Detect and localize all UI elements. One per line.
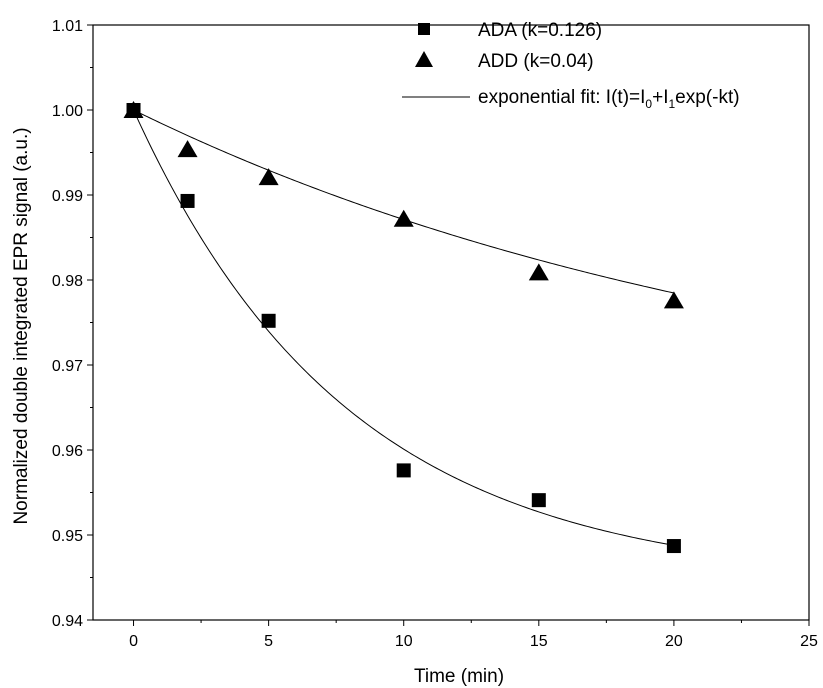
y-tick-label: 0.97 (52, 358, 83, 375)
data-point-add (258, 168, 279, 186)
legend-label-fit: exponential fit: I(t)=I0+I1exp(-kt) (478, 87, 740, 111)
legend-label-add: ADD (k=0.04) (478, 51, 594, 72)
legend-marker-ada (418, 23, 430, 35)
fit-curves (133, 109, 675, 546)
data-point-add (177, 140, 198, 158)
data-point-ada (396, 463, 411, 478)
fit-curve-add (133, 109, 675, 294)
y-tick-label: 0.95 (52, 528, 83, 545)
x-tick-label: 10 (395, 633, 413, 650)
data-point-add (663, 291, 684, 309)
data-point-ada (666, 539, 681, 554)
x-axis-label: Time (min) (414, 666, 504, 687)
x-tick-label: 0 (129, 633, 138, 650)
legend: ADA (k=0.126) ADD (k=0.04) exponential f… (402, 20, 740, 111)
fit-curve-ada (133, 109, 674, 546)
data-point-ada (180, 193, 195, 208)
data-point-add (528, 263, 549, 281)
y-tick-label: 0.99 (52, 188, 83, 205)
x-tick-label: 25 (800, 633, 818, 650)
y-tick-label: 1.01 (52, 18, 83, 35)
x-tick-label: 20 (665, 633, 683, 650)
x-tick-label: 5 (264, 633, 273, 650)
data-points (123, 101, 684, 554)
y-tick-label: 1.00 (52, 103, 83, 120)
y-axis-label: Normalized double integrated EPR signal … (11, 127, 32, 524)
y-tick-label: 0.94 (52, 613, 83, 630)
legend-marker-add (415, 51, 433, 67)
data-point-ada (531, 493, 546, 508)
y-tick-label: 0.98 (52, 273, 83, 290)
y-tick-label: 0.96 (52, 443, 83, 460)
x-tick-label: 15 (530, 633, 548, 650)
data-point-add (123, 101, 144, 118)
axes: 0 5 10 15 20 25 0.94 0.95 0.96 0.97 0.98 0.99 1.00 1.… (52, 18, 818, 650)
legend-label-ada: ADA (k=0.126) (478, 20, 602, 41)
data-point-add (393, 209, 414, 227)
plot-frame (92, 24, 810, 621)
data-point-ada (261, 313, 276, 328)
